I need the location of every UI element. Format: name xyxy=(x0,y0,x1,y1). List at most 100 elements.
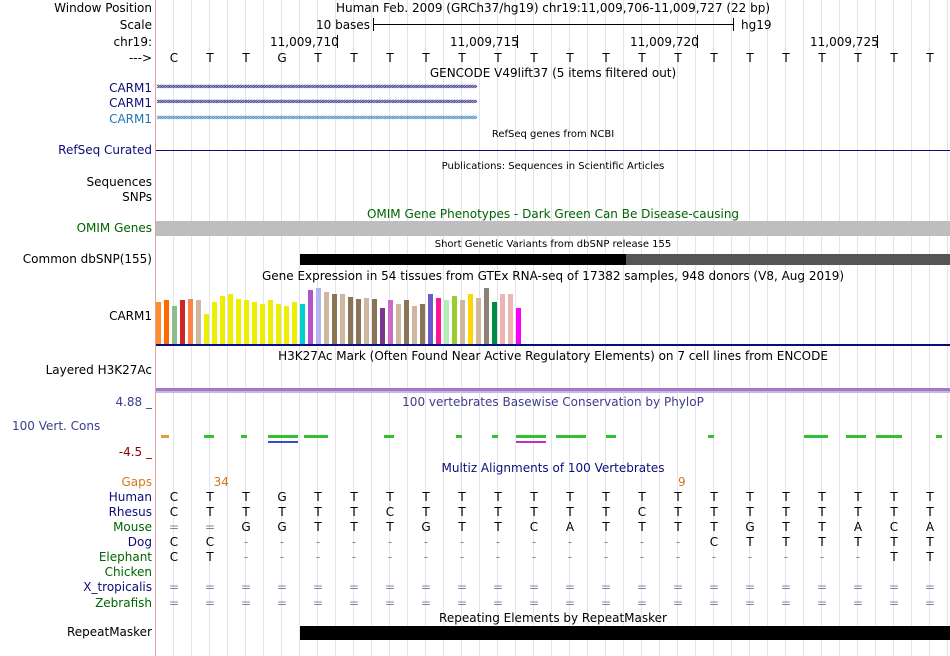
gtex-tissue-bar[interactable] xyxy=(164,300,169,344)
gtex-tissue-bar[interactable] xyxy=(188,299,193,344)
gtex-tissue-bar[interactable] xyxy=(244,300,249,344)
species-label[interactable]: Elephant xyxy=(98,550,152,564)
gtex-tissue-bar[interactable] xyxy=(324,292,329,344)
gtex-tissue-bar[interactable] xyxy=(452,296,457,344)
multiz-title[interactable]: Multiz Alignments of 100 Vertebrates xyxy=(441,461,665,475)
gtex-tissue-bar[interactable] xyxy=(276,304,281,344)
gtex-tissue-bar[interactable] xyxy=(372,299,377,344)
gtex-tissue-bar[interactable] xyxy=(308,290,313,344)
phylop-title[interactable]: 100 vertebrates Basewise Conservation by… xyxy=(402,395,704,409)
sequences-label[interactable]: Sequences xyxy=(86,175,152,189)
dbsnp-feature-bar[interactable] xyxy=(300,254,950,265)
gtex-title[interactable]: Gene Expression in 54 tissues from GTEx … xyxy=(261,269,845,283)
h3k27ac-label[interactable]: Layered H3K27Ac xyxy=(45,363,152,377)
gtex-tissue-bar[interactable] xyxy=(388,300,393,344)
gtex-tissue-bar[interactable] xyxy=(228,294,233,344)
gtex-tissue-bar[interactable] xyxy=(516,308,521,344)
gtex-tissue-bar[interactable] xyxy=(156,302,161,344)
gtex-tissue-bar[interactable] xyxy=(396,304,401,344)
dbsnp-title[interactable]: Short Genetic Variants from dbSNP releas… xyxy=(434,239,672,250)
gtex-tissue-bar[interactable] xyxy=(292,302,297,344)
gencode-transcript-2[interactable]: ››››››››››››››››››››››››››››››››››››››››… xyxy=(156,96,950,109)
gtex-tissue-bar[interactable] xyxy=(468,294,473,344)
gtex-expression-chart[interactable] xyxy=(156,284,556,344)
species-label[interactable]: Dog xyxy=(127,535,152,549)
gtex-tissue-bar[interactable] xyxy=(212,302,217,344)
gtex-tissue-bar[interactable] xyxy=(236,299,241,344)
gtex-tissue-bar[interactable] xyxy=(316,288,321,344)
gencode-transcript-3[interactable]: ››››››››››››››››››››››››››››››››››››››››… xyxy=(156,112,950,125)
grid-line xyxy=(875,0,876,656)
gencode-label-1[interactable]: CARM1 xyxy=(109,81,152,95)
strand-arrows: ››››››››››››››››››››››››››››››››››››››››… xyxy=(156,82,478,92)
publications-title[interactable]: Publications: Sequences in Scientific Ar… xyxy=(441,161,665,172)
gtex-tissue-bar[interactable] xyxy=(508,294,513,344)
gtex-tissue-bar[interactable] xyxy=(484,288,489,344)
repeatmasker-element[interactable] xyxy=(300,626,950,640)
gtex-tissue-bar[interactable] xyxy=(260,304,265,344)
repeatmasker-label[interactable]: RepeatMasker xyxy=(66,625,152,639)
grid-line xyxy=(623,0,624,656)
sequence-base: C xyxy=(169,51,179,65)
omim-feature-bar[interactable] xyxy=(156,221,950,236)
omim-title[interactable]: OMIM Gene Phenotypes - Dark Green Can Be… xyxy=(366,207,740,221)
vert-cons-label[interactable]: 100 Vert. Cons xyxy=(12,419,101,433)
gtex-tissue-bar[interactable] xyxy=(460,300,465,344)
gtex-tissue-bar[interactable] xyxy=(300,304,305,344)
repeatmasker-title[interactable]: Repeating Elements by RepeatMasker xyxy=(439,611,667,625)
gtex-tissue-bar[interactable] xyxy=(180,300,185,344)
gtex-tissue-bar[interactable] xyxy=(196,300,201,344)
gtex-tissue-bar[interactable] xyxy=(420,304,425,344)
gtex-tissue-bar[interactable] xyxy=(380,308,385,344)
gtex-tissue-bar[interactable] xyxy=(428,294,433,344)
gtex-tissue-bar[interactable] xyxy=(364,298,369,344)
gtex-tissue-bar[interactable] xyxy=(284,306,289,344)
dbsnp-label[interactable]: Common dbSNP(155) xyxy=(22,252,152,266)
gtex-tissue-bar[interactable] xyxy=(268,300,273,344)
dbsnp-feature-bar-2[interactable] xyxy=(626,254,950,265)
aligned-base: = xyxy=(276,580,288,594)
h3k27ac-title[interactable]: H3K27Ac Mark (Often Found Near Active Re… xyxy=(278,349,828,363)
refseq-title[interactable]: RefSeq genes from NCBI xyxy=(491,129,615,140)
gtex-tissue-bar[interactable] xyxy=(220,296,225,344)
species-label[interactable]: X_tropicalis xyxy=(83,580,152,594)
omim-label[interactable]: OMIM Genes xyxy=(76,221,152,235)
refseq-label[interactable]: RefSeq Curated xyxy=(58,143,152,157)
species-label[interactable]: Rhesus xyxy=(108,505,152,519)
gtex-label[interactable]: CARM1 xyxy=(109,309,152,323)
gtex-tissue-bar[interactable] xyxy=(412,306,417,344)
snps-label[interactable]: SNPs xyxy=(122,190,152,204)
gtex-tissue-bar[interactable] xyxy=(500,294,505,344)
scale-label: Scale xyxy=(119,18,152,32)
gtex-tissue-bar[interactable] xyxy=(204,314,209,344)
aligned-base: T xyxy=(890,505,898,519)
gtex-tissue-bar[interactable] xyxy=(444,300,449,344)
species-label[interactable]: Mouse xyxy=(113,520,152,534)
gtex-tissue-bar[interactable] xyxy=(356,299,361,344)
aligned-base: = xyxy=(708,596,720,610)
gtex-tissue-bar[interactable] xyxy=(340,294,345,344)
gtex-tissue-bar[interactable] xyxy=(492,302,497,344)
species-label[interactable]: Zebrafish xyxy=(95,596,152,610)
refseq-gene-line[interactable] xyxy=(156,150,950,151)
gtex-tissue-bar[interactable] xyxy=(348,297,353,344)
gtex-tissue-bar[interactable] xyxy=(404,300,409,344)
h3k27ac-signal[interactable] xyxy=(156,388,950,391)
gencode-transcript-1[interactable]: ››››››››››››››››››››››››››››››››››››››››… xyxy=(156,81,950,94)
aligned-base: = xyxy=(456,580,468,594)
phylop-conservation-track[interactable] xyxy=(156,425,950,459)
species-label[interactable]: Human xyxy=(108,490,152,504)
gtex-tissue-bar[interactable] xyxy=(172,306,177,344)
conservation-peak xyxy=(204,435,214,438)
gtex-tissue-bar[interactable] xyxy=(252,302,257,344)
gencode-label-2[interactable]: CARM1 xyxy=(109,96,152,110)
species-label[interactable]: Chicken xyxy=(104,565,152,579)
position-tick-4: 11,009,725 xyxy=(810,35,879,49)
gtex-tissue-bar[interactable] xyxy=(436,298,441,344)
gencode-label-3[interactable]: CARM1 xyxy=(109,112,152,126)
gencode-title[interactable]: GENCODE V49lift37 (5 items filtered out) xyxy=(429,66,677,80)
aligned-base: G xyxy=(277,490,287,504)
gtex-tissue-bar[interactable] xyxy=(476,298,481,344)
gtex-tissue-bar[interactable] xyxy=(332,294,337,344)
